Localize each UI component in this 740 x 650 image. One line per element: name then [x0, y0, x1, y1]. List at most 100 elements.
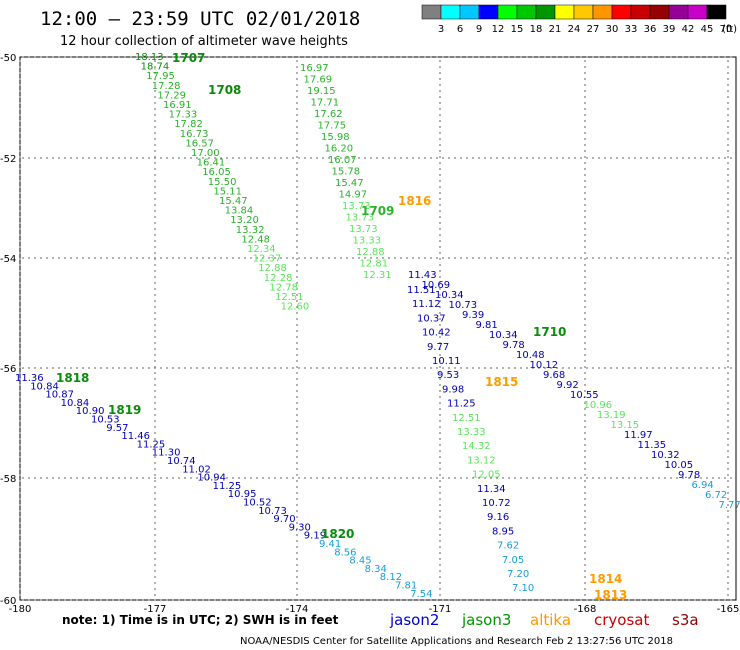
wave-height-value: 17.00	[191, 148, 220, 159]
color-scale-legend: 3 6 9 12 15 18 21 24 27 30 33 36 39 42 45 70(ft)	[421, 4, 737, 35]
legend-swatch	[630, 4, 651, 20]
satellite-s3a: s3a	[672, 611, 699, 629]
wave-height-value: 16.57	[185, 138, 214, 149]
wave-height-value: 10.69	[422, 280, 451, 291]
wave-height-value: 17.62	[314, 109, 343, 120]
wave-height-value: 17.29	[157, 90, 186, 101]
wave-height-value: 12.05	[472, 470, 501, 481]
track-time-label: 1820	[321, 527, 354, 541]
wave-height-value: 12.51	[452, 413, 481, 424]
credit-footer: NOAA/NESDIS Center for Satellite Applica…	[240, 636, 673, 647]
wave-height-value: 10.11	[432, 356, 461, 367]
wave-height-value: 13.19	[597, 410, 626, 421]
legend-label: 30	[606, 24, 619, 35]
track-1813: 1813	[594, 588, 627, 602]
wave-height-value: 13.84	[225, 206, 254, 217]
legend-swatch	[535, 4, 556, 20]
legend-label: 42	[682, 24, 695, 35]
wave-height-value: 6.94	[692, 480, 714, 491]
wave-height-value: 16.07	[328, 155, 357, 166]
wave-height-value: 8.95	[492, 526, 514, 537]
wave-height-value: 7.54	[410, 589, 432, 600]
wave-height-value: 10.73	[449, 300, 478, 311]
track-1814: 1814	[589, 572, 622, 586]
axis-tick-labels: -180 -177 -174 -171 -168 -165 -50 -52 -54 -56 -58 -…	[0, 53, 739, 615]
wave-height-value: 15.11	[213, 186, 242, 197]
wave-height-value: 10.74	[167, 456, 196, 467]
legend-label: 3	[438, 24, 444, 35]
wave-height-value: 10.32	[651, 450, 680, 461]
y-tick-label: -54	[0, 254, 16, 265]
x-tick-label: -171	[429, 604, 452, 615]
legend-swatch	[516, 4, 537, 20]
wave-height-value: 9.41	[319, 539, 341, 550]
wave-height-value: 13.20	[230, 215, 259, 226]
wave-height-value: 14.97	[339, 190, 368, 201]
wave-height-value: 9.92	[557, 380, 579, 391]
wave-height-value: 13.12	[467, 455, 496, 466]
wave-height-value: 7.81	[395, 581, 417, 592]
legend-swatch	[687, 4, 708, 20]
track-time-label: 1708	[208, 83, 241, 97]
y-tick-label: -50	[0, 53, 16, 64]
track-time-label: 1709	[361, 204, 394, 218]
track-1709: 16.9717.6919.1517.7117.6217.7515.9816.20…	[300, 63, 394, 281]
track-1818: 11.3610.8410.8710.8410.9010.539.5711.461…	[15, 371, 432, 600]
legend-label: 9	[476, 24, 482, 35]
y-tick-label: -52	[0, 154, 16, 165]
track-time-label: 1707	[172, 51, 205, 65]
legend-swatch	[649, 4, 670, 20]
wave-height-value: 18.13	[135, 52, 164, 63]
wave-height-value: 9.70	[273, 514, 295, 525]
altimeter-tracks: 18.1318.7417.9517.2817.2916.9117.3317.82…	[15, 51, 740, 602]
wave-height-value: 11.25	[213, 481, 242, 492]
wave-height-value: 18.74	[141, 62, 170, 73]
legend-label: 18	[530, 24, 543, 35]
wave-height-value: 7.10	[512, 583, 534, 594]
wave-height-value: 15.78	[332, 167, 361, 178]
wave-height-value: 11.51	[407, 285, 436, 296]
legend-label: 70	[720, 24, 733, 35]
wave-height-value: 10.53	[91, 415, 120, 426]
wave-height-value: 13.73	[346, 213, 375, 224]
wave-height-value: 11.36	[15, 373, 44, 384]
legend-label: 36	[644, 24, 657, 35]
wave-height-value: 8.56	[334, 547, 356, 558]
wave-height-value: 12.51	[275, 292, 304, 303]
wave-height-value: 10.94	[197, 473, 226, 484]
wave-height-value: 10.95	[228, 489, 257, 500]
wave-height-value: 16.97	[300, 63, 329, 74]
wave-height-value: 9.68	[543, 370, 565, 381]
x-tick-label: -180	[9, 604, 32, 615]
wave-height-value: 6.72	[705, 490, 727, 501]
wave-height-value: 13.73	[349, 224, 378, 235]
wave-height-value: 17.75	[318, 121, 347, 132]
wave-height-value: 15.47	[335, 178, 364, 189]
lat-lon-grid	[19, 56, 732, 601]
wave-height-value: 10.34	[435, 290, 464, 301]
wave-height-value: 10.55	[570, 390, 599, 401]
wave-height-value: 9.78	[503, 340, 525, 351]
wave-height-value: 12.60	[281, 302, 310, 313]
wave-height-value: 13.73	[342, 201, 371, 212]
wave-height-value: 13.33	[353, 236, 382, 247]
track-time-label: 1815	[485, 375, 518, 389]
wave-height-value: 12.31	[363, 270, 392, 281]
wave-height-value: 11.02	[182, 464, 211, 475]
legend-unit: (ft)	[722, 24, 737, 35]
satellite-jason3: jason3	[461, 611, 511, 629]
wave-height-value: 10.96	[584, 400, 613, 411]
legend-swatch	[440, 4, 461, 20]
wave-height-value: 16.41	[197, 158, 226, 169]
track-1820: 1820	[321, 527, 354, 541]
y-tick-label: -58	[0, 474, 16, 485]
track-1707: 18.1318.7417.9517.2817.2916.9117.3317.82…	[135, 51, 309, 313]
track-1819: 1819	[108, 403, 141, 417]
track-time-label: 1710	[533, 325, 566, 339]
wave-height-value: 16.73	[180, 129, 209, 140]
wave-height-value: 17.33	[169, 110, 198, 121]
wave-height-value: 10.84	[61, 398, 90, 409]
wave-height-value: 11.35	[638, 440, 667, 451]
